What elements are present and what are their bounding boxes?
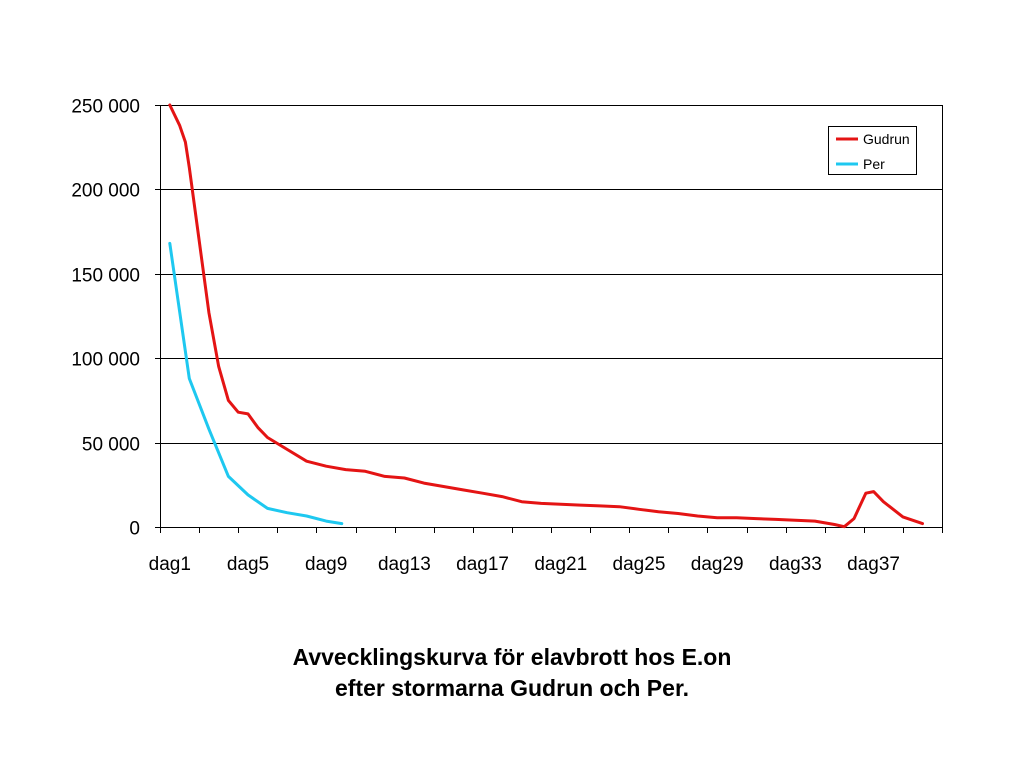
series-line-gudrun	[168, 103, 924, 529]
x-tick-label: dag25	[613, 554, 666, 575]
chart-caption-line-1: Avvecklingskurva för elavbrott hos E.on	[292, 644, 732, 670]
legend-box	[828, 126, 917, 175]
x-tick-label: dag37	[847, 554, 900, 575]
legend: Gudrun Per	[828, 126, 917, 175]
x-tick-label: dag13	[378, 554, 431, 575]
y-tick-label: 150 000	[71, 266, 140, 287]
series-lines	[168, 103, 924, 529]
axes: 0 50 000 100 000 150 000 200 000 250 000 dag1 d…	[71, 97, 943, 575]
y-tick-label: 200 000	[71, 181, 140, 202]
plot-area	[160, 105, 942, 527]
x-tick-label: dag9	[305, 554, 347, 575]
y-tick-label: 50 000	[82, 435, 140, 456]
line-chart: 0 50 000 100 000 150 000 200 000 250 000 dag1 d…	[71, 97, 943, 575]
x-tick-label: dag17	[456, 554, 509, 575]
x-tick-label: dag21	[534, 554, 587, 575]
x-tick-label: dag29	[691, 554, 744, 575]
x-tick-label: dag33	[769, 554, 822, 575]
y-tick-label: 0	[129, 519, 140, 540]
y-tick-label: 250 000	[71, 97, 140, 118]
chart-caption-line-2: efter stormarna Gudrun och Per.	[334, 675, 690, 701]
legend-label-gudrun: Gudrun	[863, 131, 910, 147]
series-line-per	[168, 241, 344, 526]
legend-label-per: Per	[863, 156, 885, 172]
gridlines	[160, 105, 942, 444]
x-tick-label: dag5	[227, 554, 269, 575]
y-tick-label: 100 000	[71, 350, 140, 371]
x-tick-label: dag1	[149, 554, 191, 575]
